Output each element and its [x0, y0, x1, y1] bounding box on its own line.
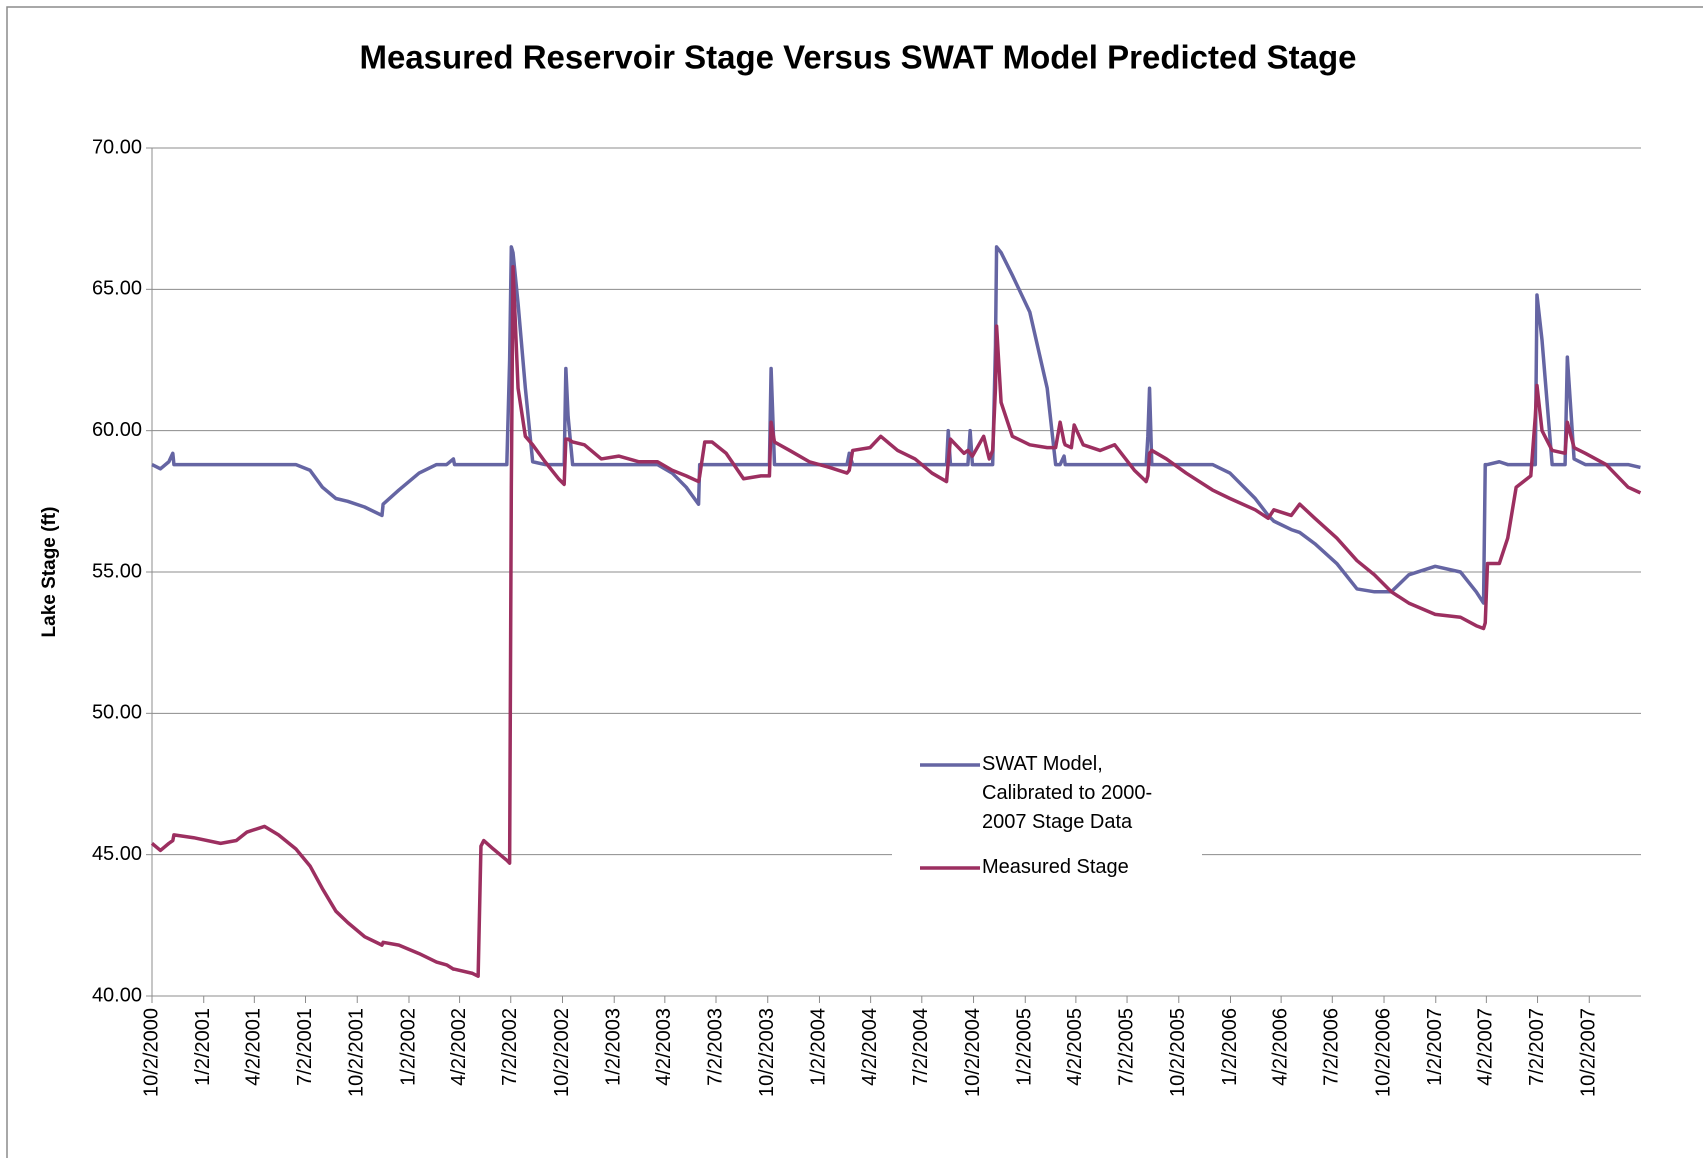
- y-tick-label: 55.00: [92, 560, 142, 582]
- y-tick-label: 45.00: [92, 843, 142, 865]
- x-tick-label: 10/2/2003: [756, 1008, 778, 1097]
- x-tick-label: 1/2/2007: [1424, 1008, 1446, 1086]
- y-tick-label: 50.00: [92, 702, 142, 724]
- y-tick-label: 65.00: [92, 278, 142, 300]
- x-tick-label: 4/2/2004: [859, 1008, 881, 1086]
- x-tick-label: 4/2/2005: [1064, 1008, 1086, 1086]
- legend-box: [892, 738, 1202, 883]
- x-tick-label: 1/2/2005: [1014, 1008, 1036, 1086]
- x-tick-label: 7/2/2001: [294, 1008, 316, 1086]
- x-tick-label: 10/2/2005: [1167, 1008, 1189, 1097]
- x-tick-label: 10/2/2000: [140, 1008, 162, 1097]
- y-axis-label: Lake Stage (ft): [39, 507, 60, 638]
- series-line: [150, 264, 1642, 978]
- x-tick-label: 4/2/2003: [653, 1008, 675, 1086]
- x-tick-label: 7/2/2006: [1321, 1008, 1343, 1086]
- y-tick-label: 60.00: [92, 419, 142, 441]
- x-tick-label: 7/2/2007: [1526, 1008, 1548, 1086]
- legend-label: Measured Stage: [982, 856, 1129, 878]
- x-tick-label: 7/2/2002: [499, 1008, 521, 1086]
- x-tick-label: 1/2/2001: [192, 1008, 214, 1086]
- x-tick-label: 4/2/2002: [448, 1008, 470, 1086]
- series-line: [151, 245, 1641, 605]
- x-tick-label: 1/2/2004: [808, 1008, 830, 1086]
- x-tick-label: 1/2/2002: [397, 1008, 419, 1086]
- x-tick-label: 7/2/2005: [1115, 1008, 1137, 1086]
- chart-border: [6, 6, 1703, 1158]
- x-tick-label: 7/2/2003: [704, 1008, 726, 1086]
- x-tick-label: 10/2/2006: [1372, 1008, 1394, 1097]
- x-tick-label: 10/2/2001: [346, 1008, 368, 1097]
- x-tick-label: 10/2/2007: [1578, 1008, 1600, 1097]
- y-tick-label: 70.00: [92, 136, 142, 158]
- chart-title: Measured Reservoir Stage Versus SWAT Mod…: [359, 39, 1356, 76]
- x-tick-label: 4/2/2001: [243, 1008, 265, 1086]
- legend-label: SWAT Model, Calibrated to 2000-2007 Stag…: [982, 753, 1153, 833]
- x-tick-label: 10/2/2004: [962, 1008, 984, 1097]
- x-tick-label: 4/2/2007: [1475, 1008, 1497, 1086]
- x-tick-label: 1/2/2003: [603, 1008, 625, 1086]
- x-tick-label: 7/2/2004: [910, 1008, 932, 1086]
- x-tick-label: 1/2/2006: [1219, 1008, 1241, 1086]
- x-tick-label: 4/2/2006: [1269, 1008, 1291, 1086]
- y-tick-label: 40.00: [92, 984, 142, 1006]
- x-tick-label: 10/2/2002: [551, 1008, 573, 1097]
